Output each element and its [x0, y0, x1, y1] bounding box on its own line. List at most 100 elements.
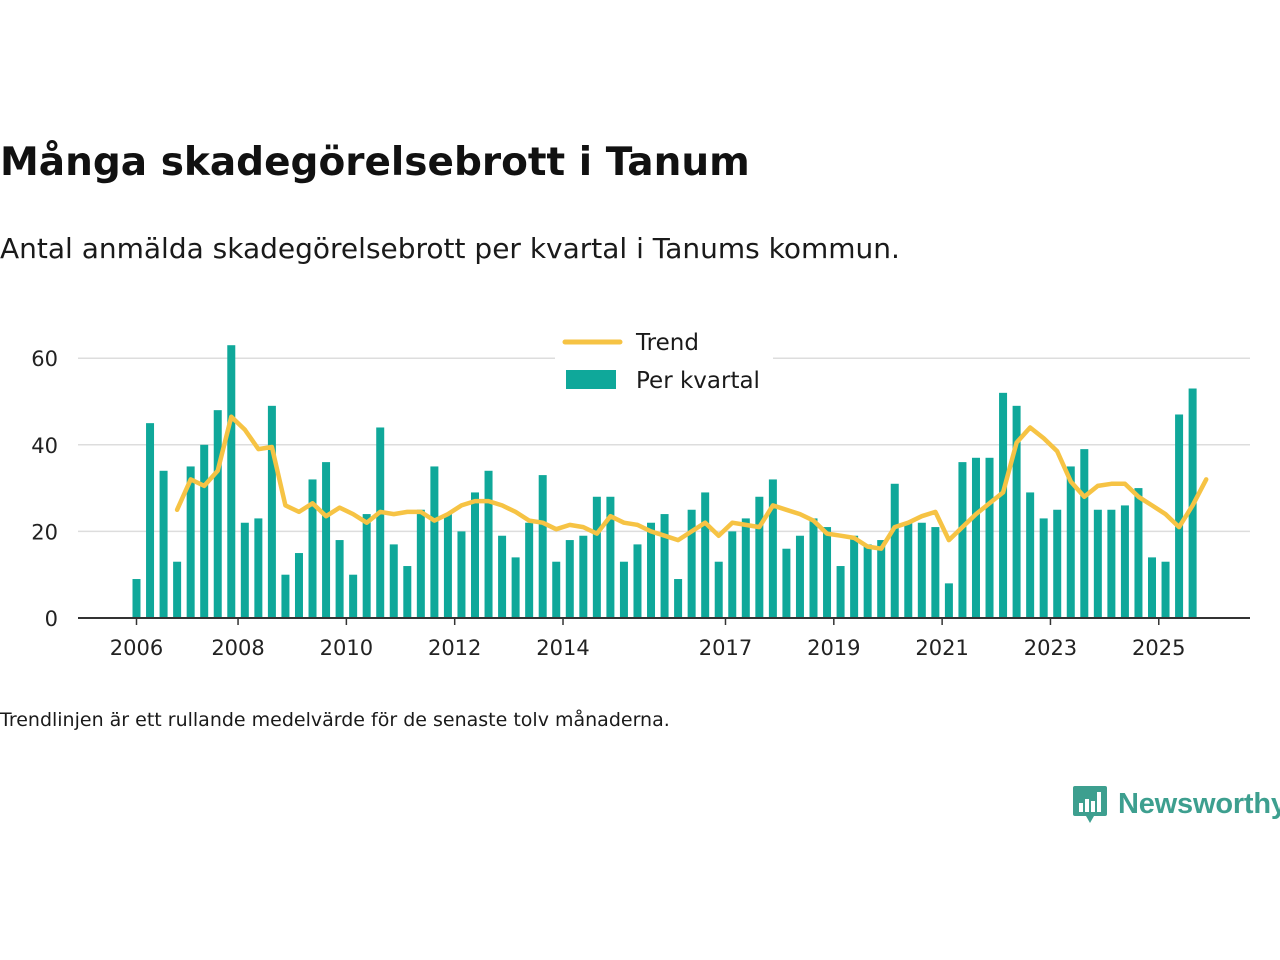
bar — [430, 466, 439, 618]
bar — [823, 527, 832, 618]
y-tick-label: 40 — [31, 434, 58, 458]
bar — [173, 561, 182, 618]
bar — [1134, 488, 1143, 618]
bar — [1080, 449, 1089, 618]
bar — [132, 579, 141, 618]
bar — [728, 531, 737, 618]
bar — [1148, 557, 1156, 618]
bar — [606, 496, 615, 618]
footnote: Trendlinjen är ett rullande medelvärde f… — [0, 709, 670, 731]
bar — [349, 574, 358, 618]
bar — [294, 553, 303, 618]
bar — [1161, 561, 1170, 618]
bar — [362, 514, 371, 618]
legend-trend-label: Trend — [635, 330, 699, 356]
bar — [159, 470, 168, 618]
bar — [877, 540, 886, 618]
bar — [146, 423, 155, 618]
x-tick-label: 2006 — [110, 636, 163, 660]
x-tick-label: 2017 — [699, 636, 752, 660]
bar — [850, 535, 859, 618]
chart-area: 2006 2008 2010 2012 2014 2017 2019 2021 2023 2025… — [31, 327, 1250, 660]
bar — [267, 405, 276, 618]
bar — [389, 544, 398, 618]
bar — [660, 514, 669, 618]
x-tick-label: 2025 — [1132, 636, 1185, 660]
x-tick-label: 2021 — [915, 636, 968, 660]
bar — [376, 427, 385, 618]
bar — [904, 522, 913, 618]
y-tick-label: 60 — [31, 347, 58, 371]
bar — [944, 583, 953, 618]
bar — [565, 540, 574, 618]
bar — [227, 345, 236, 618]
y-tick-label: 20 — [31, 520, 58, 544]
bar — [755, 496, 764, 618]
bar-series — [132, 345, 1197, 618]
chart-subtitle: Antal anmälda skadegörelsebrott per kvar… — [0, 232, 900, 265]
bar — [213, 410, 222, 618]
legend-bars-label: Per kvartal — [636, 368, 760, 394]
bar — [687, 509, 696, 618]
bar — [335, 540, 344, 618]
bar — [890, 483, 899, 618]
bar — [498, 535, 507, 618]
trend-series — [174, 414, 1209, 551]
bar — [1039, 518, 1048, 618]
bar — [674, 579, 683, 618]
bar — [647, 522, 656, 618]
bar — [836, 566, 845, 618]
bar — [931, 527, 940, 618]
bar — [999, 392, 1008, 618]
bar — [592, 496, 601, 618]
x-tick-label: 2010 — [320, 636, 373, 660]
bar — [795, 535, 804, 618]
legend: Trend Per kvartal — [555, 327, 773, 405]
bar — [457, 531, 466, 618]
bar — [579, 535, 588, 618]
bar — [525, 522, 534, 618]
bar — [511, 557, 520, 618]
bar — [403, 566, 412, 618]
bar — [308, 479, 317, 618]
newsworthy-icon — [1073, 786, 1107, 823]
bar — [1120, 505, 1129, 618]
bar — [741, 518, 750, 618]
bar — [484, 470, 493, 618]
bar — [809, 518, 818, 618]
x-tick-label: 2023 — [1024, 636, 1077, 660]
legend-bar-swatch — [566, 370, 616, 389]
bar — [322, 462, 331, 618]
bar — [1175, 414, 1184, 618]
brand-logo: Newsworthy — [1072, 784, 1280, 824]
y-axis: 0 20 40 60 — [31, 347, 58, 631]
y-tick-label: 0 — [45, 607, 58, 631]
bar — [552, 561, 561, 618]
bar — [281, 574, 290, 618]
bar — [701, 492, 710, 618]
x-axis: 2006 2008 2010 2012 2014 2017 2019 2021 2023 2025 — [78, 617, 1250, 660]
bar — [768, 479, 777, 618]
bar — [971, 457, 980, 618]
bar — [633, 544, 642, 618]
bar — [443, 514, 452, 618]
chart-title: Många skadegörelsebrott i Tanum — [0, 140, 750, 185]
bar — [714, 561, 723, 618]
bar — [782, 548, 791, 618]
x-tick-label: 2019 — [807, 636, 860, 660]
bar — [1066, 466, 1075, 618]
trend-line — [174, 414, 1209, 551]
bar — [958, 462, 967, 618]
bar — [240, 522, 249, 618]
bar — [863, 544, 872, 618]
bar — [985, 457, 994, 618]
bar — [1012, 405, 1021, 618]
bar — [200, 444, 209, 618]
bar — [416, 509, 425, 618]
x-tick-label: 2012 — [428, 636, 481, 660]
x-tick-label: 2014 — [536, 636, 589, 660]
brand-name: Newsworthy — [1118, 787, 1280, 820]
bar — [471, 492, 479, 618]
bar — [186, 466, 195, 618]
bar — [619, 561, 628, 618]
